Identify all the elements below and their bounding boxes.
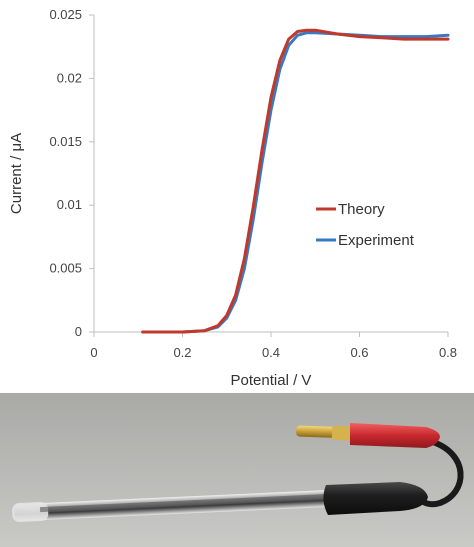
x-tick-label: 0 xyxy=(90,345,97,360)
electrode-handle xyxy=(323,482,428,515)
y-tick-label: 0.025 xyxy=(49,7,82,22)
y-axis-label: Current / μA xyxy=(8,133,25,214)
y-tick-label: 0.01 xyxy=(57,197,82,212)
x-axis-label: Potential / V xyxy=(231,372,312,389)
series-line-experiment xyxy=(141,31,450,334)
series-line-theory xyxy=(141,28,450,334)
iv-chart: 0 0.005 0.01 0.015 0.02 0.025 0 0.2 0.4 0.6 0.8 Th… xyxy=(8,7,457,389)
x-tick-label: 0.4 xyxy=(262,345,280,360)
banana-plug xyxy=(295,423,440,448)
chart-axes: 0 0.005 0.01 0.015 0.02 0.025 0 0.2 0.4 0.6 0.8 xyxy=(49,7,457,360)
photo-background xyxy=(0,393,474,547)
legend-label-theory: Theory xyxy=(338,201,385,218)
chart-legend: Theory Experiment xyxy=(316,201,415,249)
electrode-photo xyxy=(0,393,474,547)
legend-label-experiment: Experiment xyxy=(338,232,415,249)
y-tick-label: 0 xyxy=(75,324,82,339)
y-tick-label: 0.015 xyxy=(49,134,82,149)
x-tick-label: 0.8 xyxy=(439,345,457,360)
glass-tube xyxy=(12,490,334,523)
y-tick-label: 0.02 xyxy=(57,70,82,85)
x-tick-label: 0.2 xyxy=(173,345,191,360)
chart-series xyxy=(141,28,450,334)
electrode-cable xyxy=(417,438,464,508)
x-tick-label: 0.6 xyxy=(350,345,368,360)
y-tick-label: 0.005 xyxy=(49,261,82,276)
